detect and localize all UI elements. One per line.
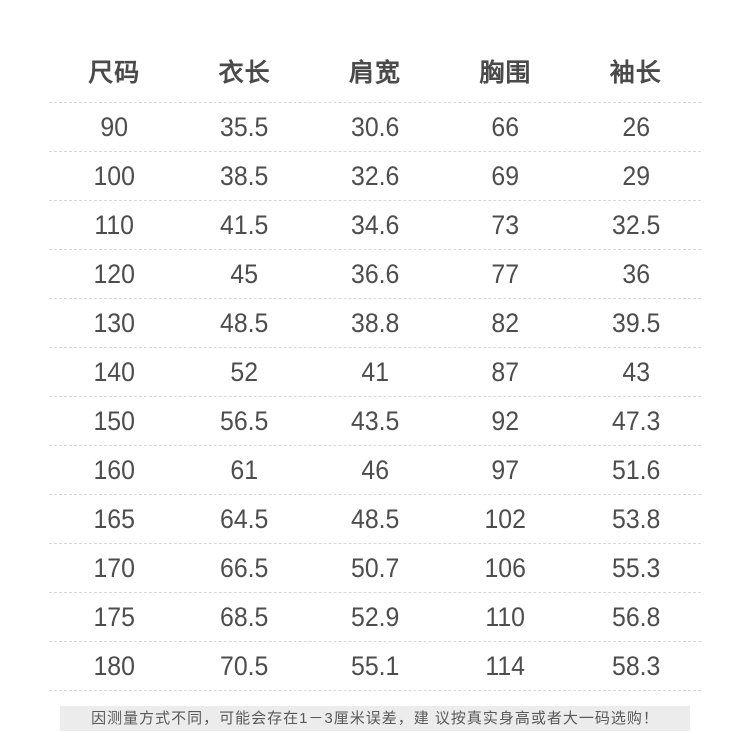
cell-size: 100 [93,160,135,191]
cell-chest: 66 [491,111,520,142]
cell-size: 110 [94,209,134,240]
cell-chest: 114 [485,650,526,681]
size-table: 尺码 衣长 肩宽 胸围 袖长 90 35.5 30.6 66 26 100 38… [49,0,701,691]
column-header-size: 尺码 [88,59,141,87]
cell-shoulder: 48.5 [350,503,400,534]
cell-size: 120 [93,258,135,289]
cell-length: 48.5 [220,307,269,338]
measurement-note: 因测量方式不同，可能会存在1－3厘米误差，建 议按真实身高或者大一码选购！ [60,706,690,731]
cell-shoulder: 43.5 [350,405,400,436]
cell-chest: 92 [491,405,520,436]
table-header-row: 尺码 衣长 肩宽 胸围 袖长 [49,40,701,103]
cell-length: 68.5 [220,601,269,632]
cell-chest: 102 [484,503,527,534]
cell-shoulder: 52.9 [350,601,400,632]
cell-sleeve: 58.3 [611,650,660,681]
cell-size: 140 [93,356,135,387]
cell-shoulder: 36.6 [350,258,400,289]
table-row: 175 68.5 52.9 110 56.8 [49,593,701,642]
column-header-length: 衣长 [218,59,271,87]
cell-sleeve: 53.8 [611,503,660,534]
cell-sleeve: 56.8 [611,601,660,632]
cell-chest: 69 [491,160,520,191]
cell-shoulder: 34.6 [350,209,400,240]
cell-length: 61 [230,454,259,485]
cell-sleeve: 29 [621,160,650,191]
cell-sleeve: 51.6 [611,454,660,485]
cell-length: 41.5 [220,209,269,240]
cell-length: 66.5 [220,552,269,583]
cell-length: 45 [230,258,259,289]
cell-chest: 87 [491,356,520,387]
cell-sleeve: 32.5 [611,209,660,240]
cell-sleeve: 47.3 [611,405,660,436]
table-row: 165 64.5 48.5 102 53.8 [49,495,701,544]
cell-size: 180 [93,650,135,681]
table-row: 150 56.5 43.5 92 47.3 [49,397,701,446]
table-body: 90 35.5 30.6 66 26 100 38.5 32.6 69 29 1… [49,103,701,691]
cell-length: 70.5 [220,650,269,681]
cell-sleeve: 26 [621,111,650,142]
cell-chest: 77 [491,258,520,289]
cell-sleeve: 39.5 [611,307,660,338]
cell-shoulder: 41 [361,356,389,387]
table-row: 120 45 36.6 77 36 [49,250,701,299]
column-header-chest: 胸围 [479,59,532,87]
cell-shoulder: 38.8 [350,307,400,338]
cell-size: 160 [93,454,135,485]
column-header-shoulder: 肩宽 [348,59,401,87]
cell-chest: 106 [484,552,527,583]
cell-sleeve: 43 [621,356,650,387]
table-row: 90 35.5 30.6 66 26 [49,103,701,152]
cell-shoulder: 50.7 [350,552,400,583]
table-row: 130 48.5 38.8 82 39.5 [49,299,701,348]
cell-sleeve: 55.3 [611,552,660,583]
cell-shoulder: 32.6 [350,160,400,191]
cell-size: 130 [93,307,135,338]
cell-sleeve: 36 [621,258,650,289]
table-row: 180 70.5 55.1 114 58.3 [49,642,701,691]
cell-length: 38.5 [220,160,269,191]
cell-length: 52 [230,356,259,387]
cell-chest: 110 [485,601,526,632]
cell-size: 150 [93,405,135,436]
table-row: 110 41.5 34.6 73 32.5 [49,201,701,250]
cell-length: 64.5 [220,503,269,534]
cell-shoulder: 46 [361,454,389,485]
cell-shoulder: 55.1 [350,650,400,681]
table-row: 170 66.5 50.7 106 55.3 [49,544,701,593]
table-row: 100 38.5 32.6 69 29 [49,152,701,201]
cell-shoulder: 30.6 [350,111,400,142]
cell-length: 35.5 [220,111,269,142]
cell-chest: 82 [491,307,520,338]
cell-length: 56.5 [220,405,269,436]
table-row: 140 52 41 87 43 [49,348,701,397]
cell-size: 170 [93,552,135,583]
cell-size: 175 [93,601,135,632]
cell-chest: 73 [491,209,520,240]
table-row: 160 61 46 97 51.6 [49,446,701,495]
cell-chest: 97 [491,454,520,485]
column-header-sleeve: 袖长 [609,59,662,87]
cell-size: 90 [100,111,129,142]
cell-size: 165 [93,503,135,534]
